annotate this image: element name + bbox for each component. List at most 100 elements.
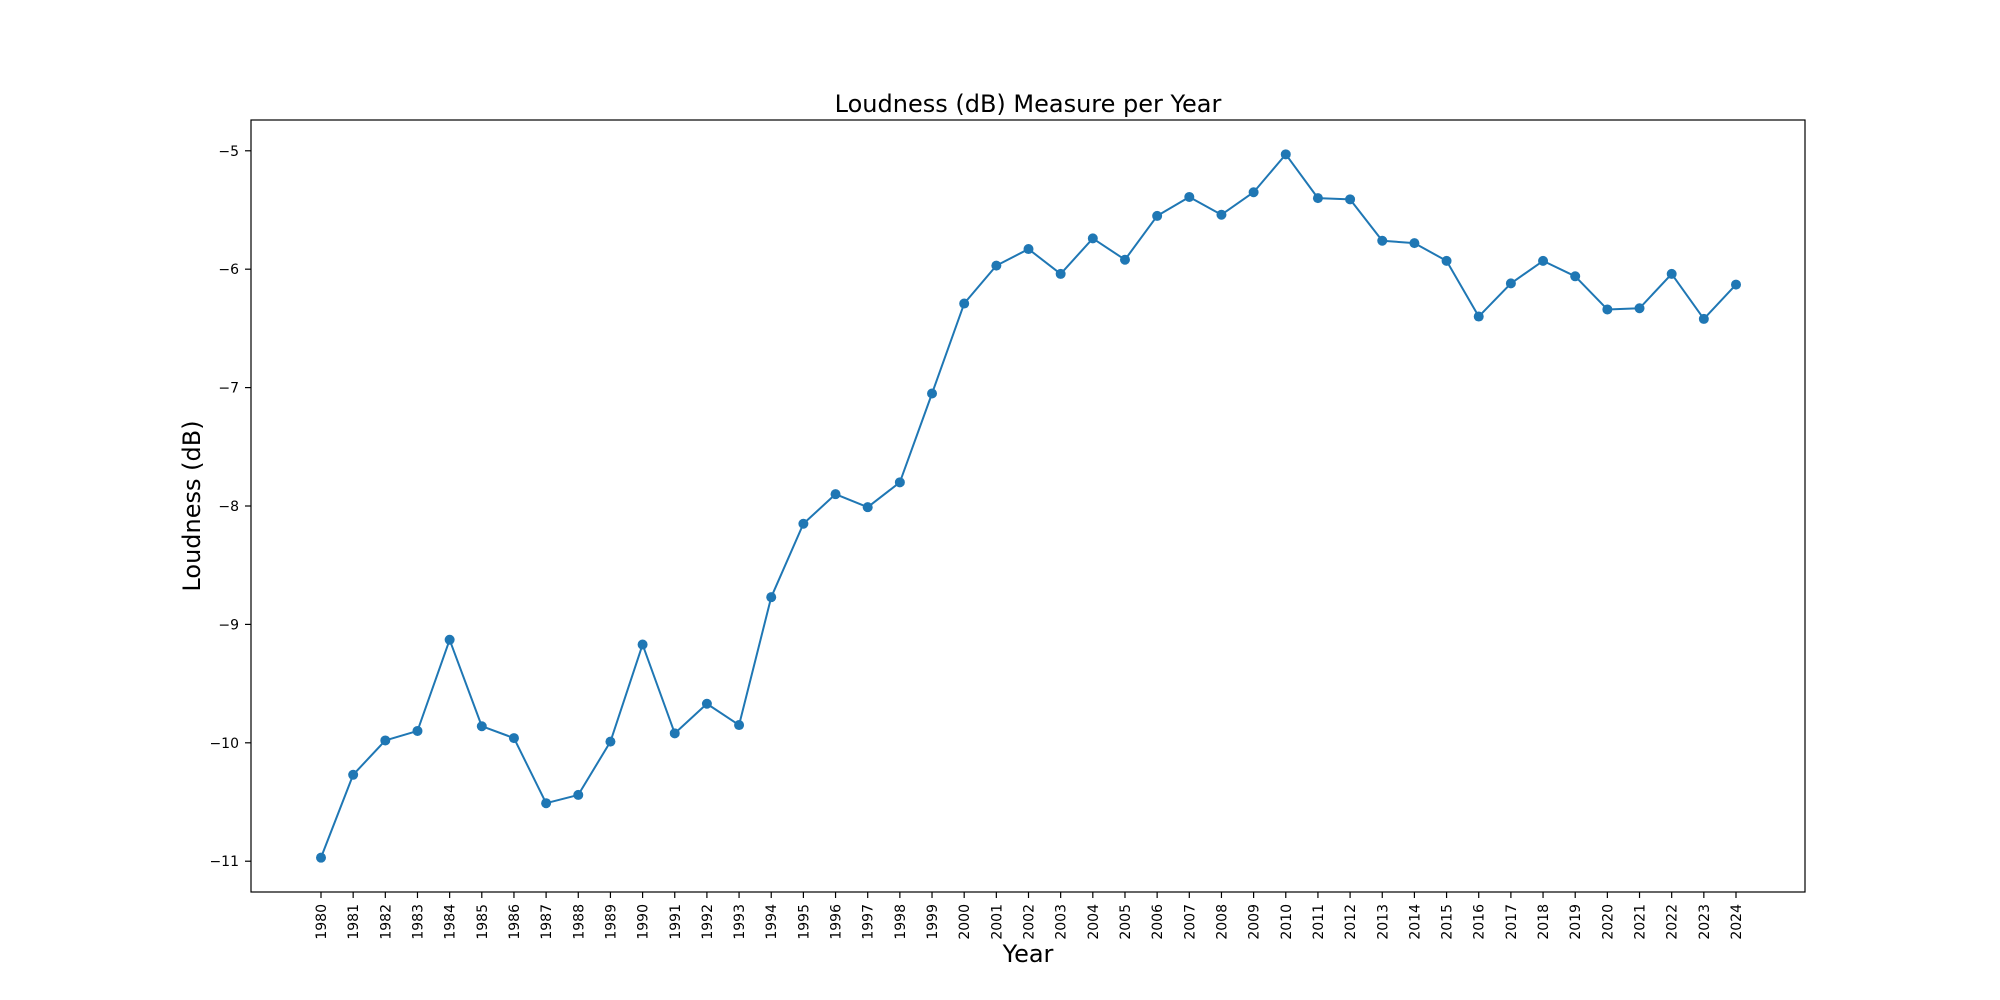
data-point-1987 [541, 798, 552, 809]
data-point-2012 [1345, 194, 1356, 205]
x-tick-label: 1996 [829, 904, 845, 940]
data-point-2017 [1505, 278, 1516, 289]
data-point-2021 [1634, 303, 1645, 314]
data-point-2024 [1731, 279, 1741, 290]
data-point-1997 [862, 502, 873, 513]
x-tick-label: 2000 [957, 904, 973, 940]
data-point-1998 [894, 477, 905, 488]
data-point-2015 [1441, 255, 1452, 266]
x-tick-label: 2002 [1022, 904, 1038, 940]
data-point-2006 [1152, 210, 1163, 221]
x-tick-label: 1989 [603, 904, 619, 940]
y-tick-label: −7 [218, 381, 239, 397]
x-tick-label: 2007 [1182, 904, 1198, 940]
data-point-2009 [1248, 187, 1259, 198]
data-point-2011 [1312, 193, 1323, 204]
x-tick-label: 2014 [1407, 904, 1423, 940]
x-tick-label: 1998 [893, 904, 909, 940]
plot-area [316, 149, 1741, 863]
data-point-1984 [444, 634, 455, 645]
x-axis-label: Year [1002, 940, 1054, 968]
data-point-2022 [1666, 268, 1677, 279]
x-tick-label: 2010 [1279, 904, 1295, 940]
x-tick-label: 1983 [410, 904, 426, 940]
y-tick-label: −9 [218, 617, 239, 633]
x-tick-label: 1999 [925, 904, 941, 940]
data-point-1981 [348, 769, 359, 780]
y-tick-label: −8 [218, 499, 239, 515]
x-tick-label: 2022 [1665, 904, 1681, 940]
data-point-1994 [766, 592, 777, 603]
data-point-2003 [1055, 268, 1066, 279]
data-point-1989 [605, 736, 616, 747]
y-tick-label: −10 [209, 736, 239, 752]
x-tick-label: 1997 [861, 904, 877, 940]
x-axis: 1980 1981 1982 1983 1984 1985 1986 1987 1988 1989… [314, 892, 1745, 940]
y-tick-label: −5 [218, 144, 239, 160]
x-tick-label: 2018 [1536, 904, 1552, 940]
data-point-2023 [1698, 313, 1709, 324]
x-tick-label: 2019 [1568, 904, 1584, 940]
data-point-2002 [1023, 244, 1034, 255]
data-point-2013 [1377, 235, 1388, 246]
data-point-1992 [701, 698, 712, 709]
data-point-1995 [798, 518, 809, 529]
x-tick-label: 1980 [314, 904, 330, 940]
data-point-1996 [830, 489, 841, 500]
x-tick-label: 1985 [475, 904, 491, 940]
x-tick-label: 2017 [1504, 904, 1520, 940]
data-point-1993 [734, 720, 745, 731]
y-axis-label: Loudness (dB) [178, 420, 206, 591]
data-point-1985 [476, 721, 487, 732]
data-point-1986 [508, 733, 519, 744]
x-tick-label: 1982 [378, 904, 394, 940]
data-point-2000 [959, 298, 970, 309]
x-tick-label: 2012 [1343, 904, 1359, 940]
x-tick-label: 2011 [1311, 904, 1327, 940]
data-point-2005 [1119, 254, 1130, 265]
data-point-2008 [1216, 209, 1227, 220]
y-tick-label: −6 [218, 262, 239, 278]
x-tick-label: 1987 [539, 904, 555, 940]
data-point-1990 [637, 639, 648, 650]
x-tick-label: 2021 [1633, 904, 1649, 940]
x-tick-label: 1981 [346, 904, 362, 940]
x-tick-label: 2024 [1729, 904, 1745, 940]
x-tick-label: 2020 [1600, 904, 1616, 940]
x-tick-label: 2016 [1472, 904, 1488, 940]
x-tick-label: 2013 [1375, 904, 1391, 940]
data-point-2001 [991, 260, 1002, 271]
x-tick-label: 2008 [1214, 904, 1230, 940]
data-point-2004 [1087, 233, 1098, 244]
data-point-2020 [1602, 304, 1613, 315]
x-tick-label: 2015 [1440, 904, 1456, 940]
data-point-1991 [669, 728, 680, 739]
data-point-2018 [1538, 255, 1549, 266]
data-point-2007 [1184, 191, 1195, 202]
x-tick-label: 1992 [700, 904, 716, 940]
x-tick-label: 2003 [1054, 904, 1070, 940]
data-point-1988 [573, 789, 584, 800]
data-point-2010 [1280, 149, 1291, 160]
x-tick-label: 1991 [668, 904, 684, 940]
x-tick-label: 2004 [1086, 904, 1102, 940]
x-tick-label: 1986 [507, 904, 523, 940]
data-point-1983 [412, 725, 423, 736]
data-point-2014 [1409, 238, 1420, 249]
data-point-1999 [927, 388, 938, 399]
chart-title: Loudness (dB) Measure per Year [835, 90, 1222, 118]
x-tick-label: 2006 [1150, 904, 1166, 940]
x-tick-label: 2005 [1118, 904, 1134, 940]
data-point-1980 [316, 852, 326, 863]
x-tick-label: 1995 [796, 904, 812, 940]
y-axis: −11 −10 −9 −8 −7 −6 −5 [209, 144, 251, 870]
x-tick-label: 1994 [764, 904, 780, 940]
x-tick-label: 2023 [1697, 904, 1713, 940]
x-tick-label: 1984 [443, 904, 459, 940]
x-tick-label: 1990 [636, 904, 652, 940]
x-tick-label: 2009 [1247, 904, 1263, 940]
x-tick-label: 1988 [571, 904, 587, 940]
y-tick-label: −11 [209, 854, 239, 870]
